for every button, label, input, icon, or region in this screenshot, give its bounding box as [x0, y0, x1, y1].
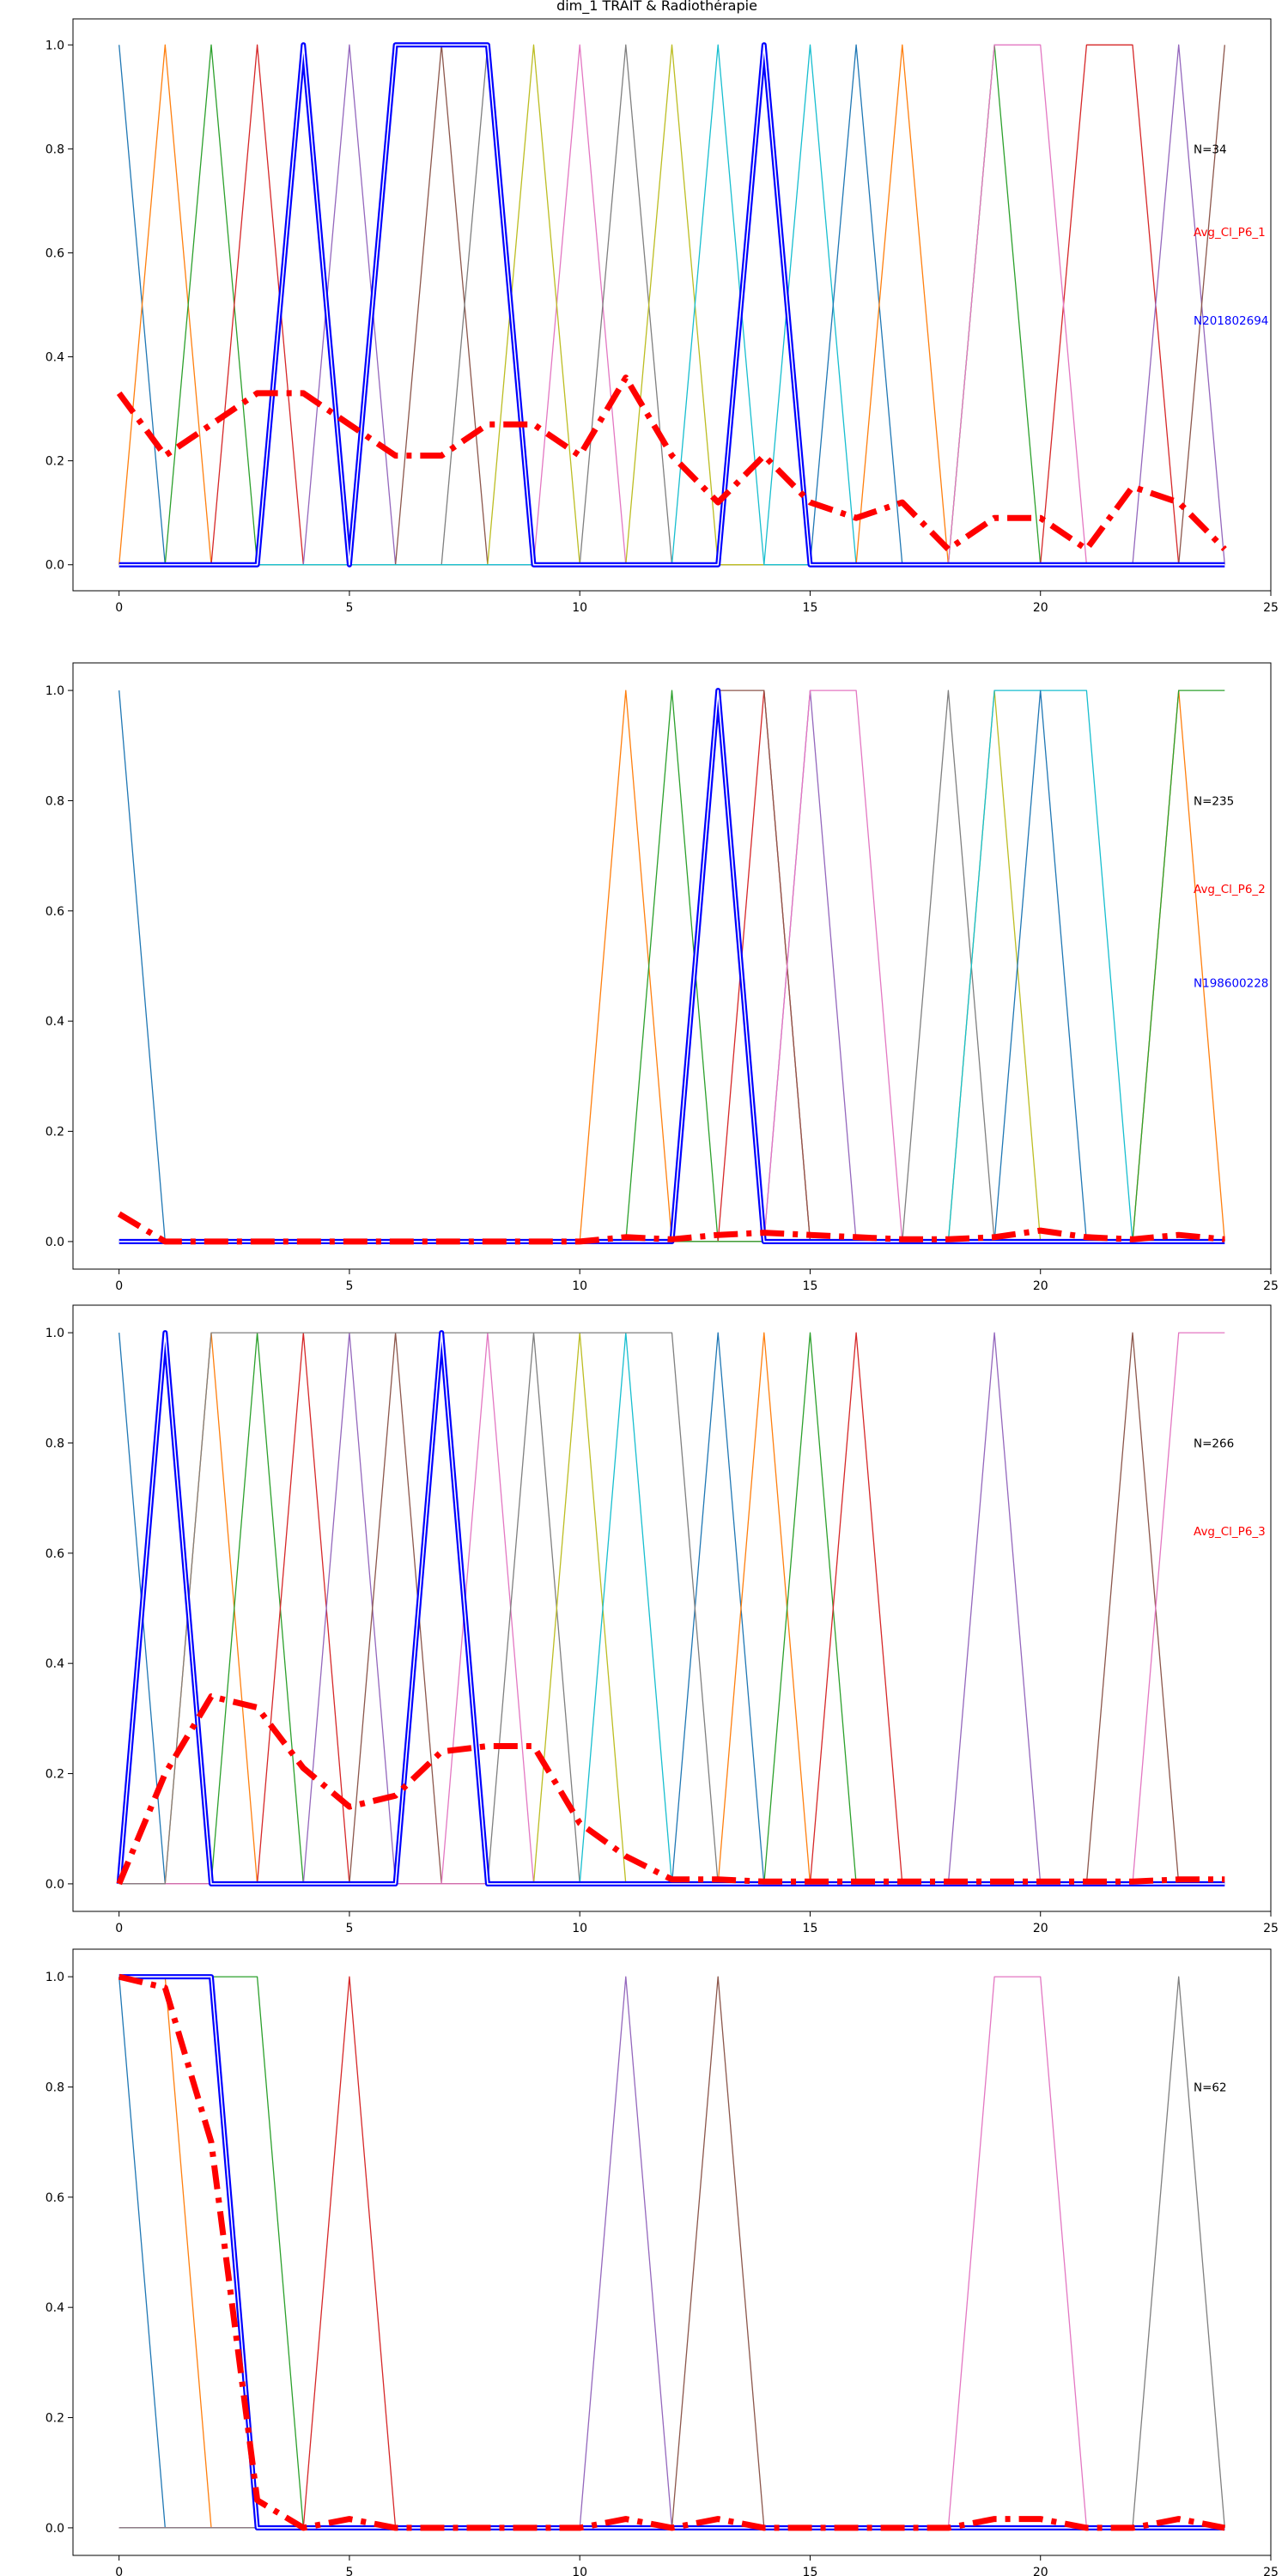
highlight-line-core	[118, 44, 1225, 566]
plot-area	[118, 1973, 1225, 2531]
x-tick-label: 0	[115, 2566, 123, 2576]
x-tick-label: 5	[345, 1922, 353, 1935]
y-tick-label: 0.8	[46, 2081, 64, 2094]
chart-panel-2: 0 5 10 15 20 25 0.0 0.2 0.4 0.6 0.8 1.0 N=235 Avg_Cl_…	[46, 662, 1279, 1293]
average-line	[117, 1211, 1225, 1245]
figure-title: dim_1 TRAIT & Radiothérapie	[556, 0, 757, 15]
y-tick-label: 0.6	[46, 2191, 64, 2205]
x-tick-label: 5	[345, 601, 353, 615]
y-tick-label: 0.4	[46, 1657, 64, 1671]
x-tick-label: 25	[1263, 1279, 1279, 1293]
axes-frame	[72, 1948, 1272, 2556]
x-tick-label: 20	[1033, 601, 1048, 615]
annotation-2: Avg_Cl_P6_1	[1194, 226, 1266, 240]
x-tick-label: 15	[803, 601, 818, 615]
y-tick-label: 0.4	[46, 2301, 64, 2315]
axes-frame	[72, 662, 1272, 1270]
x-tick-label: 10	[572, 601, 587, 615]
average-line	[116, 1693, 1225, 1886]
y-tick-label: 0.2	[46, 1126, 64, 1139]
x-tick-label: 0	[115, 1279, 123, 1293]
x-tick-label: 0	[115, 1922, 123, 1935]
annotation-1: N=235	[1194, 794, 1234, 808]
annotation-1: N=62	[1194, 2081, 1227, 2094]
y-tick-label: 0.8	[46, 143, 64, 156]
annotation-2: Avg_Cl_P6_2	[1194, 883, 1266, 896]
average-line	[116, 374, 1227, 553]
axes-frame	[72, 1304, 1272, 1912]
x-tick-label: 15	[803, 2566, 818, 2576]
axes-frame	[72, 18, 1272, 592]
x-tick-label: 20	[1033, 1922, 1048, 1935]
y-tick-label: 0.2	[46, 455, 64, 469]
x-tick-label: 0	[115, 601, 123, 615]
y-tick-label: 0.0	[46, 1236, 64, 1249]
x-tick-label: 20	[1033, 2566, 1048, 2576]
average-line	[118, 1973, 1225, 2531]
chart-panel-4: 0 5 10 15 20 25 0.0 0.2 0.4 0.6 0.8 1.0 N=62	[46, 1948, 1279, 2576]
y-tick-label: 0.8	[46, 1437, 64, 1450]
annotation-3: N201802694	[1194, 314, 1268, 328]
y-tick-label: 0.6	[46, 905, 64, 919]
chart-panel-3: 0 5 10 15 20 25 0.0 0.2 0.4 0.6 0.8 1.0 N=266 Avg_Cl_…	[46, 1304, 1279, 1935]
annotation-3: N198600228	[1194, 976, 1268, 990]
y-tick-label: 1.0	[46, 1327, 64, 1340]
y-tick-label: 1.0	[46, 39, 64, 52]
x-tick-label: 10	[572, 2566, 587, 2576]
y-tick-label: 0.6	[46, 246, 64, 260]
plot-area	[116, 1330, 1225, 1886]
y-tick-label: 0.2	[46, 2412, 64, 2426]
chart-panel-1: 0 5 10 15 20 25 0.0 0.2 0.4 0.6 0.8 1.0 N=34 Avg_Cl_P…	[46, 18, 1279, 615]
x-tick-label: 20	[1033, 1279, 1048, 1293]
x-tick-label: 15	[803, 1279, 818, 1293]
plot-area	[116, 42, 1227, 568]
annotation-2: Avg_Cl_P6_3	[1194, 1525, 1266, 1539]
x-tick-label: 10	[572, 1279, 587, 1293]
x-tick-label: 25	[1263, 1922, 1279, 1935]
x-tick-label: 5	[345, 1279, 353, 1293]
x-tick-label: 10	[572, 1922, 587, 1935]
y-tick-label: 0.6	[46, 1547, 64, 1561]
y-tick-label: 0.8	[46, 794, 64, 808]
x-tick-label: 5	[345, 2566, 353, 2576]
x-tick-label: 25	[1263, 601, 1279, 615]
y-tick-label: 0.4	[46, 351, 64, 365]
y-tick-label: 0.0	[46, 559, 64, 573]
y-tick-label: 0.0	[46, 2522, 64, 2536]
y-tick-label: 0.2	[46, 1768, 64, 1782]
y-tick-label: 1.0	[46, 684, 64, 698]
plot-area	[117, 688, 1225, 1245]
y-tick-label: 0.0	[46, 1878, 64, 1892]
annotation-1: N=266	[1194, 1437, 1234, 1450]
y-tick-label: 1.0	[46, 1971, 64, 1984]
x-tick-label: 25	[1263, 2566, 1279, 2576]
x-tick-label: 15	[803, 1922, 818, 1935]
annotation-1: N=34	[1194, 143, 1227, 156]
y-tick-label: 0.4	[46, 1015, 64, 1029]
